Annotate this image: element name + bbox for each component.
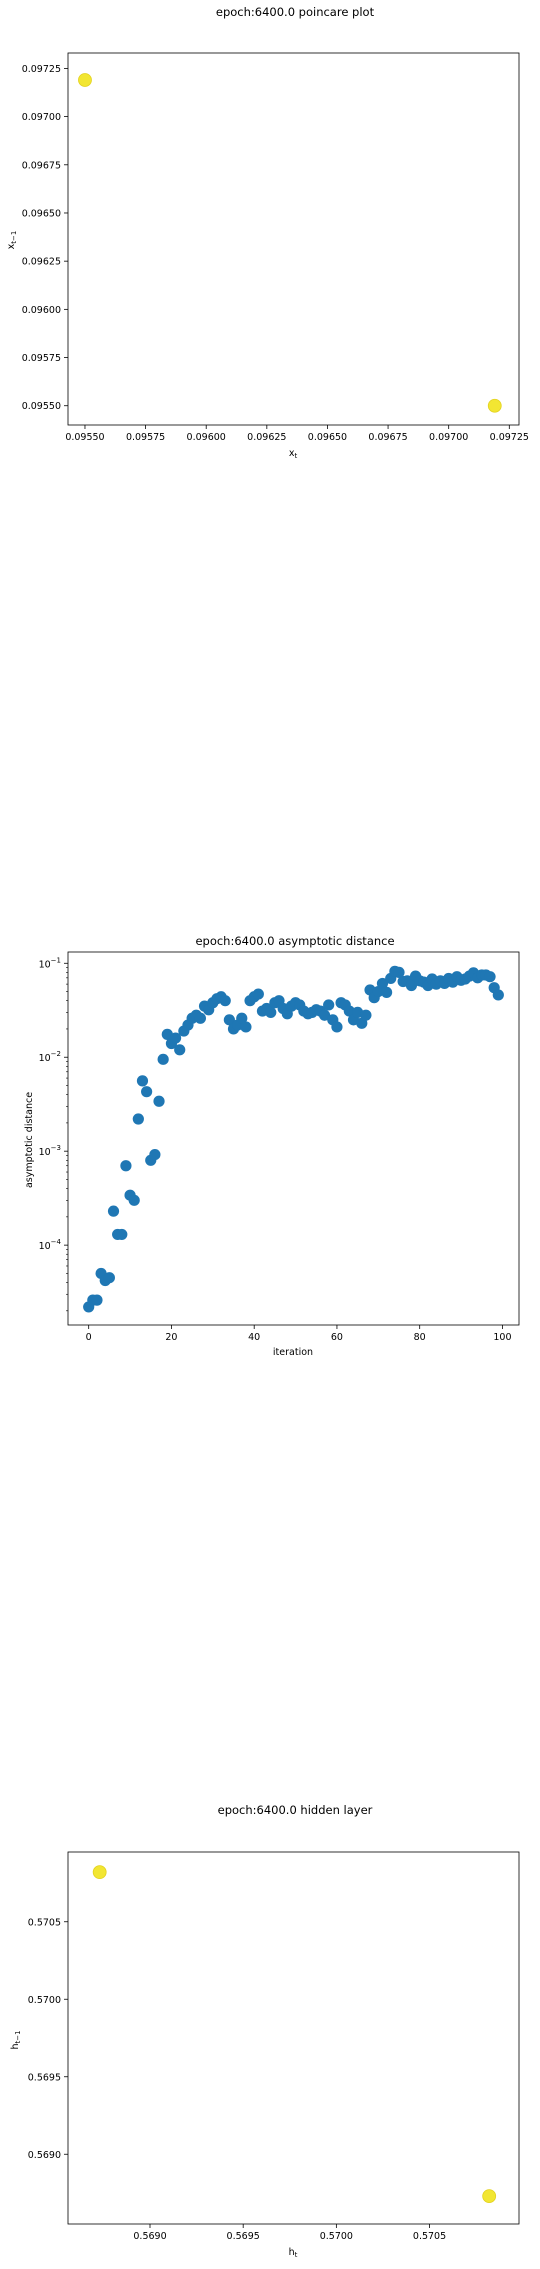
x-tick-label: 80: [414, 1332, 426, 1343]
asymptotic-distance-plot-area: [67, 951, 520, 1326]
poincare-x-ticks: 0.09550 0.09575 0.09600 0.09625 0.09650 0.096…: [65, 425, 529, 443]
x-tick-label: 0.09725: [490, 432, 529, 443]
y-tick-label: 0.5705: [28, 1917, 61, 1928]
data-point: [323, 999, 335, 1011]
poincare-x-axis-label: xt: [289, 448, 298, 460]
x-tick-label: 60: [331, 1332, 343, 1343]
y-tick-label: 0.09625: [22, 257, 61, 268]
asymptotic-points: [83, 965, 504, 1313]
data-point: [265, 1006, 277, 1019]
x-tick-label: 0.09575: [126, 432, 165, 443]
data-point: [482, 2189, 497, 2204]
y-tick-label: 10−1: [39, 956, 61, 970]
data-point: [360, 1009, 372, 1021]
y-tick-label: 10−2: [39, 1050, 61, 1064]
hidden-layer-x-ticks: 0.5690 0.5695 0.5700 0.5705: [133, 2224, 446, 2242]
asymptotic-y-ticks: 10−1 10−2 10−3 10−4: [39, 956, 68, 1312]
data-point: [174, 1044, 186, 1056]
data-point: [128, 1194, 140, 1206]
data-point: [136, 1075, 149, 1087]
data-point: [219, 995, 231, 1007]
asymptotic-distance-title: epoch:6400.0 asymptotic distance: [195, 934, 394, 948]
poincare-y-ticks: 0.09550 0.09575 0.09600 0.09625 0.09650 0.096…: [22, 64, 68, 412]
x-tick-label: 0.5700: [320, 2231, 353, 2242]
x-tick-label: 20: [165, 1332, 177, 1343]
data-point: [318, 1009, 331, 1021]
data-point: [153, 1095, 165, 1107]
y-tick-label: 0.5695: [28, 2072, 61, 2083]
data-point: [132, 1113, 144, 1125]
y-tick-label: 0.09650: [22, 208, 61, 219]
data-point: [343, 1005, 355, 1017]
asymptotic-y-axis-label: asymptotic distance: [24, 1092, 35, 1188]
data-point: [380, 986, 393, 998]
x-tick-label: 40: [248, 1332, 260, 1343]
data-point: [120, 1160, 132, 1172]
x-tick-label: 0.5690: [133, 2231, 166, 2242]
hidden-layer-chart: epoch:6400.0 hidden layer 0.5690 0.5695 0.…: [10, 1803, 520, 2259]
poincare-plot-chart: epoch:6400.0 poincare plot 0.09550 0.0957…: [6, 5, 529, 460]
data-point: [141, 1086, 153, 1098]
asymptotic-distance-chart: epoch:6400.0 asymptotic distance 0 20 40 60…: [24, 934, 520, 1358]
y-tick-label: 10−3: [39, 1144, 61, 1158]
x-tick-label: 100: [493, 1332, 511, 1343]
hidden-layer-y-ticks: 0.5690 0.5695 0.5700 0.5705: [28, 1917, 68, 2161]
data-point: [194, 1012, 207, 1024]
data-point: [405, 979, 418, 992]
data-point: [487, 398, 502, 413]
poincare-plot-title: epoch:6400.0 poincare plot: [216, 5, 375, 19]
y-tick-label: 0.09725: [22, 64, 61, 75]
data-point: [223, 1014, 235, 1026]
hidden-layer-title: epoch:6400.0 hidden layer: [218, 1803, 373, 1817]
x-tick-label: 0.09650: [308, 432, 347, 443]
data-point: [103, 1272, 115, 1284]
data-point: [236, 1012, 248, 1024]
data-point: [91, 1294, 103, 1306]
y-tick-label: 0.5690: [28, 2150, 61, 2161]
data-point: [376, 977, 389, 990]
y-tick-label: 0.09600: [22, 305, 61, 316]
data-point: [393, 966, 405, 978]
x-tick-label: 0.09625: [247, 432, 286, 443]
asymptotic-x-axis-label: iteration: [273, 1347, 313, 1358]
x-tick-label: 0.09675: [368, 432, 407, 443]
poincare-points: [78, 73, 502, 413]
data-point: [331, 1021, 343, 1033]
hidden-layer-points: [92, 1865, 497, 2204]
data-point: [149, 1148, 161, 1161]
y-tick-label: 0.09675: [22, 160, 61, 171]
x-tick-label: 0.5695: [227, 2231, 260, 2242]
data-point: [169, 1032, 182, 1044]
data-point: [484, 971, 496, 983]
hidden-layer-x-axis-label: ht: [289, 2247, 298, 2259]
y-tick-label: 10−4: [39, 1238, 62, 1252]
y-tick-label: 0.09700: [22, 112, 61, 123]
hidden-layer-y-axis-label: ht−1: [10, 2030, 22, 2049]
data-point: [107, 1205, 120, 1217]
data-point: [116, 1228, 128, 1241]
data-point: [78, 73, 92, 87]
asymptotic-x-ticks: 0 20 40 60 80 100: [86, 1325, 512, 1343]
data-point: [157, 1053, 169, 1065]
x-tick-label: 0.09700: [429, 432, 468, 443]
y-tick-label: 0.09550: [22, 401, 61, 412]
data-point: [92, 1865, 107, 1880]
hidden-layer-plot-area: [67, 1851, 520, 2225]
x-tick-label: 0: [86, 1332, 92, 1343]
data-point: [492, 989, 504, 1001]
y-tick-label: 0.5700: [28, 1995, 61, 2006]
x-tick-label: 0.09600: [187, 432, 226, 443]
data-point: [252, 988, 264, 1000]
data-point: [240, 1021, 252, 1033]
poincare-y-axis-label: xt−1: [6, 231, 18, 250]
y-tick-label: 0.09575: [22, 353, 61, 364]
x-tick-label: 0.5705: [413, 2231, 446, 2242]
x-tick-label: 0.09550: [65, 432, 104, 443]
poincare-plot-area: [67, 52, 520, 426]
